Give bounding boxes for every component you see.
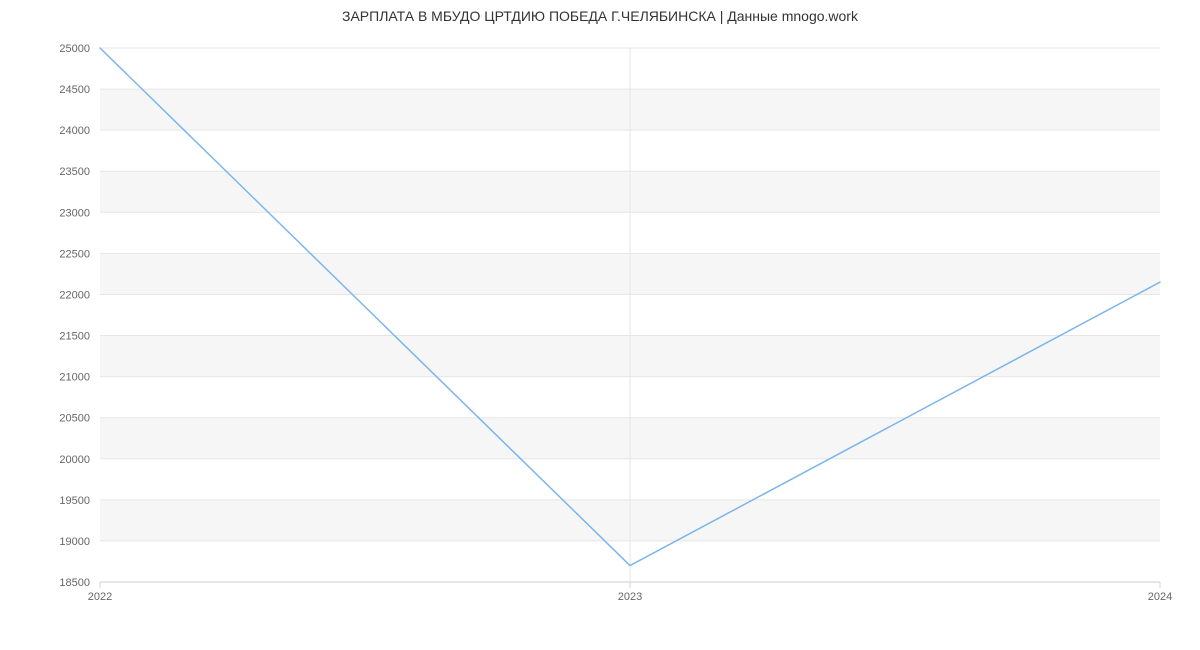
- y-tick-label: 22000: [59, 289, 90, 301]
- y-tick-label: 24500: [59, 84, 90, 96]
- y-tick-label: 19500: [59, 495, 90, 507]
- x-tick-label: 2022: [88, 591, 112, 603]
- y-tick-label: 19000: [59, 536, 90, 548]
- y-tick-label: 20500: [59, 413, 90, 425]
- x-tick-label: 2024: [1148, 591, 1172, 603]
- y-tick-label: 22500: [59, 248, 90, 260]
- y-tick-label: 24000: [59, 125, 90, 137]
- y-tick-label: 21500: [59, 331, 90, 343]
- x-tick-label: 2023: [618, 591, 642, 603]
- y-tick-label: 20000: [59, 454, 90, 466]
- y-tick-label: 21000: [59, 372, 90, 384]
- chart-svg: 18500 19000 19500 20000 20500 21000 21500 22000…: [0, 0, 1200, 650]
- y-tick-label: 23000: [59, 207, 90, 219]
- y-tick-label: 23500: [59, 166, 90, 178]
- chart-container: ЗАРПЛАТА В МБУДО ЦРТДИЮ ПОБЕДА Г.ЧЕЛЯБИН…: [0, 0, 1200, 650]
- y-tick-label: 25000: [59, 43, 90, 55]
- y-tick-label: 18500: [59, 577, 90, 589]
